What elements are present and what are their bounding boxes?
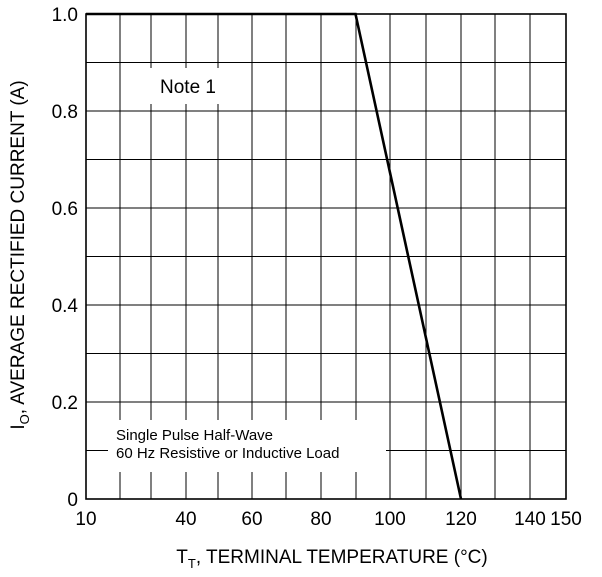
y-tick-label: 0.6 bbox=[52, 199, 78, 220]
x-axis-title: TT, TERMINAL TEMPERATURE (°C) bbox=[176, 547, 487, 571]
y-tick-label: 0.2 bbox=[52, 393, 78, 414]
y-tick-label: 1.0 bbox=[52, 5, 78, 26]
y-axis-title-main: I bbox=[8, 424, 29, 429]
y-tick-label: 0 bbox=[67, 490, 78, 511]
x-tick-label: 60 bbox=[241, 509, 262, 530]
x-axis-title-rest: , TERMINAL TEMPERATURE (°C) bbox=[196, 547, 488, 568]
x-tick-label: 40 bbox=[175, 509, 196, 530]
y-tick-labels: 0 0.2 0.4 0.6 0.8 1.0 bbox=[52, 5, 79, 511]
x-tick-label: 10 bbox=[75, 509, 96, 530]
y-axis-title: IO, AVERAGE RECTIFIED CURRENT (A) bbox=[8, 80, 32, 429]
x-tick-labels: 10 40 60 80 100 120 140 150 bbox=[75, 509, 581, 530]
x-tick-label: 140 bbox=[514, 509, 546, 530]
note-background bbox=[140, 68, 240, 104]
series-marks bbox=[86, 12, 463, 500]
y-axis-title-sub: O bbox=[17, 414, 32, 424]
x-tick-label: 80 bbox=[310, 509, 331, 530]
condition-line-2: 60 Hz Resistive or Inductive Load bbox=[116, 445, 339, 462]
x-axis-title-main: T bbox=[176, 547, 188, 568]
x-axis-title-sub: T bbox=[188, 556, 196, 571]
series-line-0 bbox=[86, 12, 463, 500]
y-tick-label: 0.8 bbox=[52, 102, 78, 123]
x-tick-label: 150 bbox=[550, 509, 582, 530]
condition-box bbox=[108, 420, 386, 472]
y-axis-title-rest: , AVERAGE RECTIFIED CURRENT (A) bbox=[8, 80, 29, 414]
note-label: Note 1 bbox=[160, 77, 216, 98]
x-tick-label: 120 bbox=[445, 509, 477, 530]
x-tick-label: 100 bbox=[374, 509, 406, 530]
y-tick-label: 0.4 bbox=[52, 296, 79, 317]
condition-line-1: Single Pulse Half-Wave bbox=[116, 427, 273, 444]
